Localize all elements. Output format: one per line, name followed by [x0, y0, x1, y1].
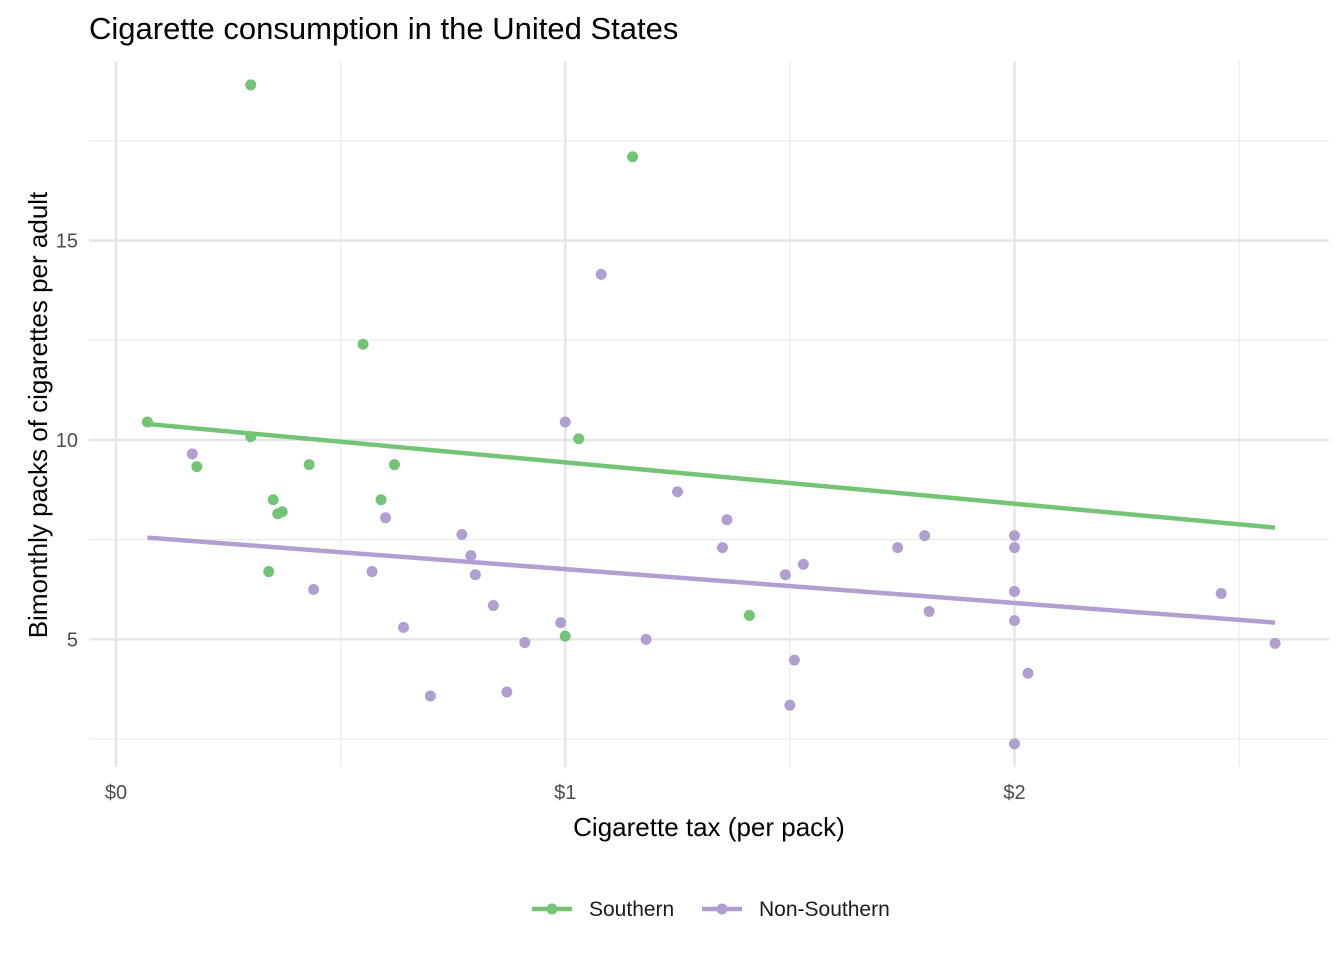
- legend: Southern Non-Southern: [532, 898, 890, 921]
- point-southern: [267, 494, 279, 506]
- point-southern: [245, 431, 257, 443]
- trend-line-non-southern: [147, 535, 1276, 625]
- point-southern: [573, 433, 585, 445]
- x-axis-title: Cigarette tax (per pack): [573, 812, 845, 842]
- y-axis-tick-labels: 5 10 15: [56, 230, 78, 651]
- point-non-southern: [919, 530, 931, 542]
- point-non-southern: [1269, 637, 1281, 649]
- point-non-southern: [186, 448, 198, 460]
- trend-lines: [147, 421, 1276, 625]
- y-tick-label: 5: [67, 629, 78, 651]
- point-non-southern: [923, 605, 935, 617]
- legend-label-southern: Southern: [589, 898, 674, 921]
- y-tick-label: 10: [56, 430, 78, 452]
- x-axis-tick-labels: $0 $1 $2: [105, 782, 1026, 804]
- point-non-southern: [559, 416, 571, 428]
- point-non-southern: [380, 512, 392, 524]
- legend-key-point-non-southern: [716, 903, 728, 915]
- point-non-southern: [1009, 615, 1021, 627]
- data-points: [141, 79, 1281, 750]
- point-southern: [276, 506, 288, 518]
- point-non-southern: [397, 621, 409, 633]
- point-non-southern: [465, 550, 477, 562]
- legend-label-non-southern: Non-Southern: [759, 898, 890, 921]
- point-southern: [141, 416, 153, 428]
- point-non-southern: [424, 690, 436, 702]
- point-non-southern: [519, 637, 531, 649]
- point-non-southern: [1009, 738, 1021, 750]
- point-non-southern: [469, 569, 481, 581]
- point-non-southern: [797, 558, 809, 570]
- point-southern: [263, 566, 275, 578]
- point-non-southern: [487, 599, 499, 611]
- point-southern: [627, 151, 639, 163]
- point-southern: [743, 609, 755, 621]
- point-non-southern: [366, 566, 378, 578]
- chart-title: Cigarette consumption in the United Stat…: [89, 11, 678, 46]
- point-non-southern: [1009, 585, 1021, 597]
- x-tick-label: $1: [554, 782, 576, 804]
- legend-key-point-southern: [546, 903, 558, 915]
- trend-line-southern: [147, 421, 1276, 530]
- point-southern: [303, 459, 315, 471]
- point-southern: [357, 338, 369, 350]
- point-southern: [191, 461, 203, 473]
- point-non-southern: [892, 542, 904, 554]
- point-southern: [389, 459, 401, 471]
- y-tick-label: 15: [56, 230, 78, 252]
- x-tick-label: $0: [105, 782, 127, 804]
- point-non-southern: [779, 569, 791, 581]
- point-non-southern: [1022, 667, 1034, 679]
- point-non-southern: [1009, 530, 1021, 542]
- point-non-southern: [595, 268, 607, 280]
- major-gridlines: [89, 61, 1329, 767]
- point-non-southern: [721, 514, 733, 526]
- point-non-southern: [788, 654, 800, 666]
- point-non-southern: [555, 617, 567, 629]
- point-non-southern: [640, 633, 652, 645]
- point-non-southern: [308, 584, 320, 596]
- point-non-southern: [716, 542, 728, 554]
- point-southern: [245, 79, 257, 91]
- y-axis-title: Bimonthly packs of cigarettes per adult: [23, 191, 53, 638]
- point-non-southern: [501, 686, 513, 698]
- point-non-southern: [456, 528, 468, 540]
- point-southern: [375, 494, 387, 506]
- x-tick-label: $2: [1003, 782, 1025, 804]
- minor-gridlines: [89, 61, 1329, 767]
- point-non-southern: [1009, 542, 1021, 554]
- point-southern: [559, 630, 571, 642]
- point-non-southern: [1215, 587, 1227, 599]
- point-non-southern: [784, 699, 796, 711]
- point-non-southern: [672, 486, 684, 498]
